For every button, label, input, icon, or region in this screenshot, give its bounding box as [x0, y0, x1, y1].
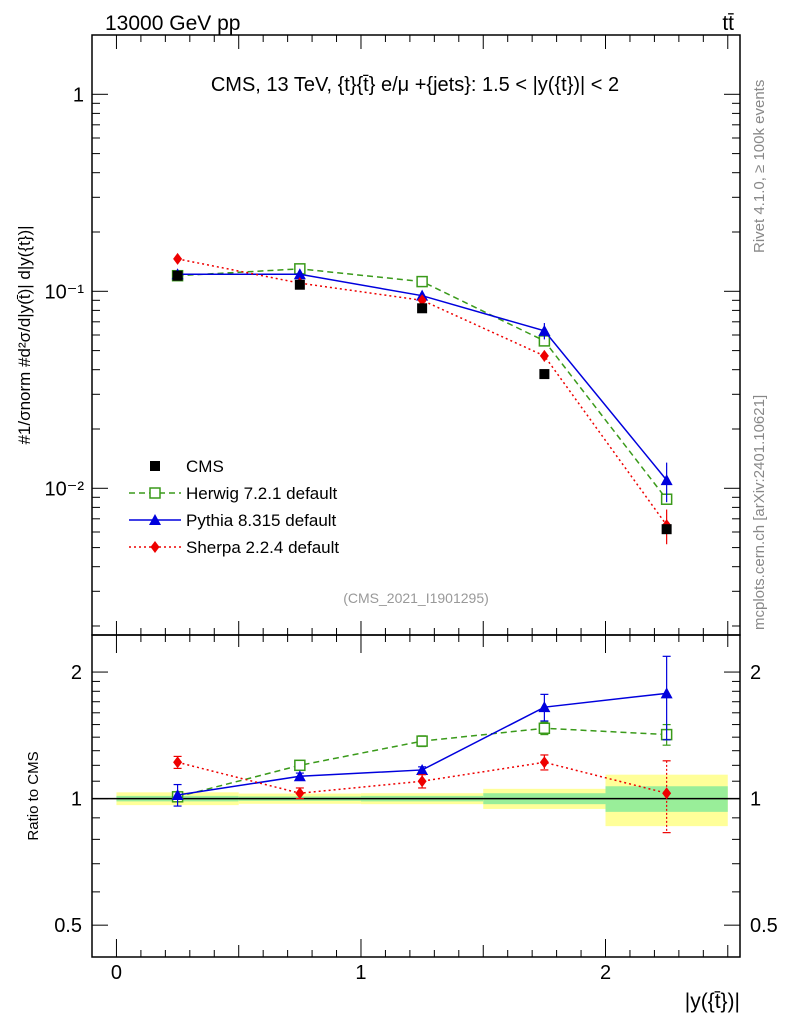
header-left: 13000 GeV pp [105, 12, 240, 35]
ratio-point [660, 687, 673, 699]
header-right: tt̄ [722, 12, 734, 35]
x-tick-label: 2 [600, 962, 611, 984]
legend-label: Herwig 7.2.1 default [186, 484, 337, 503]
ratio-point [416, 763, 429, 775]
y-tick-label: 10⁻² [45, 478, 85, 500]
plot-title: CMS, 13 TeV, {t}{t̄} e/μ +{jets}: 1.5 < … [211, 74, 619, 96]
ratio-frame [91, 634, 741, 958]
ratio-y-tick-label: 0.5 [54, 915, 82, 937]
data-point [539, 369, 550, 380]
data-point [660, 474, 673, 486]
ratio-y-tick-label: 1 [71, 789, 82, 811]
mcplots-label: mcplots.cern.ch [arXiv:2401.10621] [751, 395, 768, 630]
ratio-point [538, 701, 551, 713]
ratio-point [171, 788, 184, 800]
legend-label: Sherpa 2.2.4 default [186, 538, 339, 557]
ratio-point [417, 775, 427, 788]
data-point [172, 270, 183, 281]
data-point [538, 324, 551, 336]
data-point [293, 268, 306, 280]
ylabel-ratio: Ratio to CMS [25, 751, 42, 840]
legend-label: CMS [186, 457, 224, 476]
legend-marker [150, 461, 160, 471]
data-point [173, 252, 183, 265]
ratio-point [295, 787, 305, 800]
data-point [416, 275, 428, 288]
ratio-y-tick-label-right: 0.5 [750, 915, 778, 937]
ratio-y-tick-label: 2 [71, 662, 82, 684]
data-point [417, 303, 428, 314]
legend-marker [150, 541, 160, 553]
legend-label: Pythia 8.315 default [186, 511, 337, 530]
y-tick-label: 1 [73, 84, 84, 106]
watermark: (CMS_2021_I1901295) [343, 590, 489, 606]
data-point [539, 349, 549, 362]
y-tick-label: 10⁻¹ [45, 281, 85, 303]
x-tick-label: 1 [355, 962, 366, 984]
rivet-label: Rivet 4.1.0, ≥ 100k events [751, 80, 768, 253]
legend-marker [149, 487, 161, 499]
ratio-point [416, 735, 428, 747]
x-tick-label: 0 [111, 962, 122, 984]
data-point [294, 279, 305, 290]
ratio-point [662, 787, 672, 800]
ratio-point [293, 770, 306, 782]
ylabel-main: #1/σnorm #d²σ/d|y(t̄)| d|y({t})| [15, 225, 34, 444]
ratio-y-tick-label-right: 1 [750, 789, 761, 811]
legend-marker [149, 514, 161, 525]
ratio-point [538, 722, 551, 735]
legend: CMS Herwig 7.2.1 default Pythia 8.315 defa… [129, 457, 339, 557]
xlabel: |y({t̄})| [685, 990, 740, 1013]
ratio-point [294, 759, 306, 772]
ratio-point [173, 756, 183, 769]
ratio-point [539, 756, 549, 769]
data-point [661, 524, 672, 535]
ratio-y-tick-label-right: 2 [750, 662, 761, 684]
